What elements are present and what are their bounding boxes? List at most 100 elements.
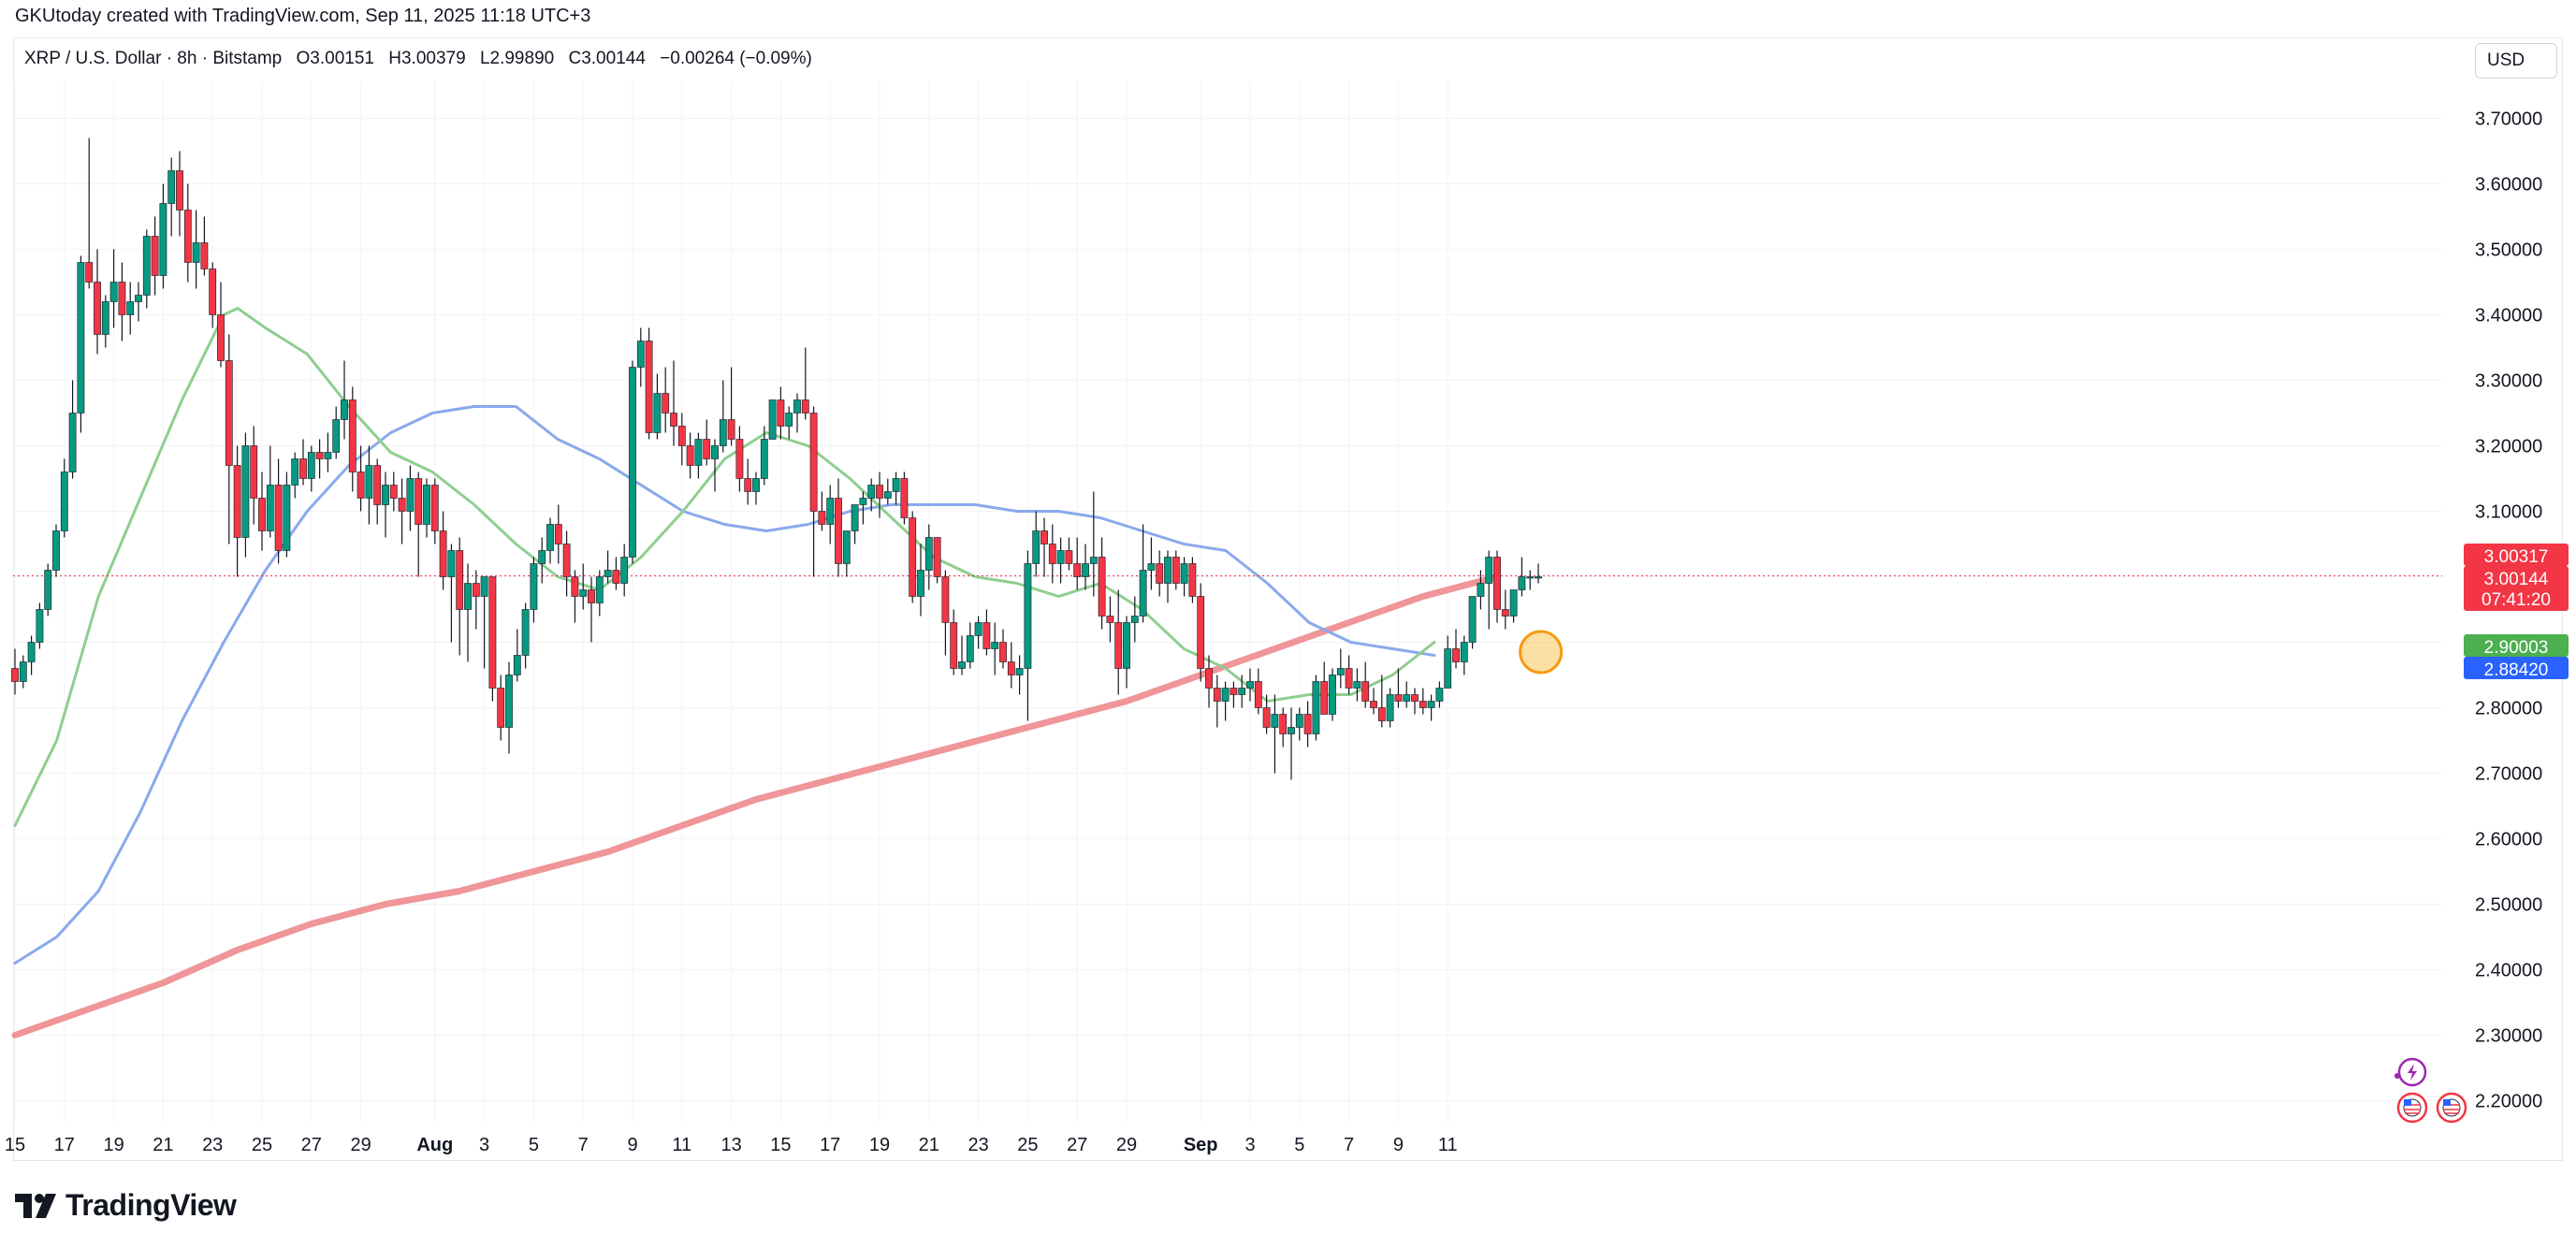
- candle-down: [1377, 707, 1386, 721]
- candle-down: [85, 262, 94, 283]
- candle-up: [1386, 694, 1394, 721]
- candle-up: [341, 399, 348, 420]
- candle-up: [1024, 563, 1032, 669]
- candle-down: [735, 439, 744, 479]
- candle-up: [851, 504, 859, 531]
- us-flag-event-icon[interactable]: [2396, 1092, 2428, 1124]
- tradingview-logo-text: TradingView: [65, 1188, 237, 1222]
- candle-down: [200, 242, 209, 269]
- symbol-title[interactable]: XRP / U.S. Dollar · 8h · Bitstamp: [24, 49, 283, 68]
- candle-down: [1205, 668, 1213, 689]
- y-tick-label: 3.30000: [2475, 371, 2542, 392]
- candle-up: [620, 557, 629, 584]
- candle-up: [604, 570, 612, 577]
- y-tick-label: 2.60000: [2475, 830, 2542, 850]
- ma-green-price-label-text: 2.90003: [2484, 638, 2549, 658]
- candle-down: [233, 465, 241, 538]
- candle-down: [941, 576, 950, 623]
- candle-down: [398, 498, 406, 512]
- candle-up: [974, 622, 982, 636]
- candle-down: [588, 589, 595, 603]
- candle-up: [711, 445, 719, 459]
- candle-down: [900, 478, 909, 518]
- candle-down: [1419, 701, 1427, 708]
- low-value: L2.99890: [479, 49, 555, 68]
- candle-up: [1180, 563, 1188, 584]
- x-tick-label: 27: [1067, 1135, 1087, 1155]
- x-tick-label: 23: [968, 1135, 988, 1155]
- candle-up: [513, 655, 521, 675]
- candle-down: [950, 622, 958, 669]
- change-value: −0.00264 (−0.09%): [660, 49, 812, 68]
- candle-down: [835, 498, 842, 564]
- x-tick-label: 19: [103, 1135, 124, 1155]
- x-tick-label: 7: [578, 1135, 589, 1155]
- ma-red-price-label-bg: [2464, 544, 2569, 566]
- candle-down: [1007, 661, 1015, 675]
- x-tick-label: 11: [1438, 1135, 1458, 1155]
- ma-blue-price-label-text: 2.88420: [2484, 660, 2549, 680]
- candle-up: [447, 550, 456, 577]
- tradingview-logo[interactable]: TradingView: [15, 1188, 237, 1223]
- candle-up: [966, 635, 974, 662]
- candle-up: [1082, 563, 1089, 577]
- candle-up: [1403, 694, 1411, 702]
- candle-down: [1114, 622, 1123, 669]
- candle-up: [883, 491, 892, 499]
- candle-up: [521, 609, 530, 656]
- candle-up: [159, 203, 167, 276]
- candle-down: [488, 576, 497, 689]
- candle-up: [842, 530, 851, 564]
- candle-down: [94, 282, 101, 335]
- open-value: O3.00151: [296, 49, 374, 68]
- candle-up: [332, 419, 341, 453]
- grid-lines: [13, 80, 2442, 1123]
- candle-down: [217, 314, 225, 361]
- currency-button[interactable]: USD: [2475, 43, 2557, 79]
- candles-group: [11, 138, 1542, 780]
- candle-down: [415, 478, 423, 525]
- candle-down: [1197, 596, 1205, 669]
- candle-down: [662, 393, 670, 414]
- candle-up: [365, 465, 373, 499]
- time-axis[interactable]: 15 17 19 21 23 25 27 29 Aug 3 5 7 9 11 13 15 17 19 21 23 25 2…: [5, 1135, 1458, 1155]
- x-tick-label: 3: [479, 1135, 489, 1155]
- x-tick-label: Sep: [1184, 1135, 1218, 1155]
- candle-up: [291, 458, 299, 486]
- candle-up: [785, 413, 793, 427]
- candle-down: [670, 413, 677, 427]
- candle-up: [1535, 576, 1542, 579]
- candle-down: [562, 544, 571, 577]
- candle-up: [1312, 681, 1320, 734]
- candle-down: [348, 399, 357, 472]
- y-tick-label: 3.10000: [2475, 502, 2542, 523]
- candle-down: [1370, 701, 1377, 708]
- ma-blue-price-label-bg: [2464, 657, 2569, 679]
- candle-down: [118, 282, 126, 315]
- candle-down: [1213, 688, 1221, 702]
- x-tick-label: 13: [720, 1135, 741, 1155]
- candle-up: [752, 478, 760, 492]
- candle-up: [917, 570, 924, 597]
- candle-up: [1509, 589, 1518, 617]
- y-tick-label: 2.30000: [2475, 1026, 2542, 1047]
- candle-down: [1230, 688, 1238, 695]
- candle-up: [1460, 642, 1468, 662]
- candle-up: [867, 485, 876, 499]
- x-tick-label: 11: [672, 1135, 691, 1155]
- x-tick-label: 19: [869, 1135, 890, 1155]
- candle-up: [1032, 530, 1041, 564]
- event-icons[interactable]: [2394, 1057, 2467, 1124]
- lightning-icon[interactable]: [2394, 1057, 2427, 1087]
- candle-up: [19, 661, 27, 682]
- candle-up: [464, 583, 472, 610]
- x-tick-label: 17: [54, 1135, 75, 1155]
- candle-up: [1435, 688, 1444, 702]
- candle-down: [11, 668, 19, 682]
- candle-down: [472, 583, 480, 597]
- us-flag-event-icon-2[interactable]: [2436, 1092, 2467, 1124]
- candle-down: [1254, 681, 1262, 708]
- candle-up: [768, 399, 777, 440]
